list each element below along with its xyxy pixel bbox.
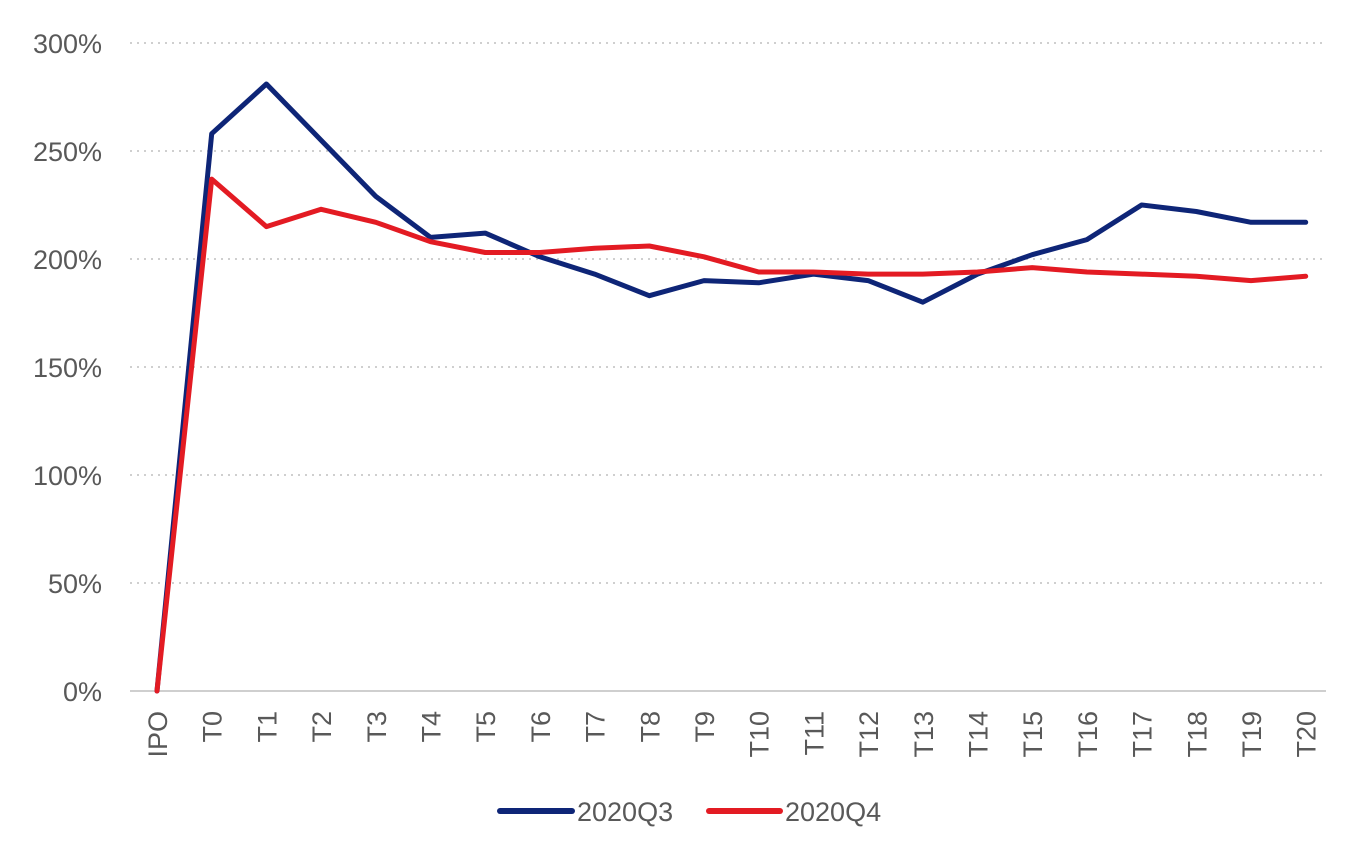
grid — [130, 42, 1326, 584]
legend-label: 2020Q3 — [577, 797, 673, 827]
x-tick-label: T4 — [417, 711, 447, 743]
x-tick-label: IPO — [143, 711, 173, 758]
x-tick-label: T0 — [198, 711, 228, 743]
x-tick-label: T20 — [1292, 711, 1322, 758]
x-tick-label: T18 — [1182, 711, 1212, 758]
x-tick-label: T14 — [964, 711, 994, 758]
x-tick-label: T10 — [745, 711, 775, 758]
legend: 2020Q3 2020Q4 — [497, 797, 881, 827]
x-tick-label: T5 — [471, 711, 501, 743]
legend-item-2020Q3: 2020Q3 — [497, 797, 673, 827]
series-line-2020Q3 — [154, 81, 1309, 694]
y-tick-label: 100% — [33, 461, 102, 491]
x-tick-label: T1 — [252, 711, 282, 743]
y-tick-label: 0% — [63, 677, 102, 707]
y-tick-label: 50% — [48, 569, 102, 599]
y-tick-label: 200% — [33, 245, 102, 275]
x-tick-label: T7 — [581, 711, 611, 743]
x-tick-label: T8 — [635, 711, 665, 743]
series-line-2020Q4 — [154, 176, 1309, 694]
legend-label: 2020Q4 — [785, 797, 881, 827]
x-tick-label: T2 — [307, 711, 337, 743]
legend-item-2020Q4: 2020Q4 — [706, 797, 881, 827]
x-tick-label: T13 — [909, 711, 939, 758]
x-axis: IPO T0 T1 T2 T3 T4 T5 T6 T7 T8 T9 T10 T11 T12 T13 T14 T1… — [130, 690, 1326, 758]
x-tick-label: T9 — [690, 711, 720, 743]
y-tick-label: 150% — [33, 353, 102, 383]
x-tick-label: T11 — [799, 711, 829, 756]
x-tick-label: T15 — [1018, 711, 1048, 758]
x-tick-label: T6 — [526, 711, 556, 743]
x-tick-label: T19 — [1237, 711, 1267, 758]
x-tick-label: T16 — [1073, 711, 1103, 758]
y-tick-label: 250% — [33, 137, 102, 167]
y-tick-label: 300% — [33, 29, 102, 59]
x-tick-label: T3 — [362, 711, 392, 743]
y-axis: 0% 50% 100% 150% 200% 250% 300% — [33, 29, 102, 707]
x-tick-label: T17 — [1128, 711, 1158, 758]
x-tick-label: T12 — [854, 711, 884, 758]
series-area — [154, 81, 1309, 694]
